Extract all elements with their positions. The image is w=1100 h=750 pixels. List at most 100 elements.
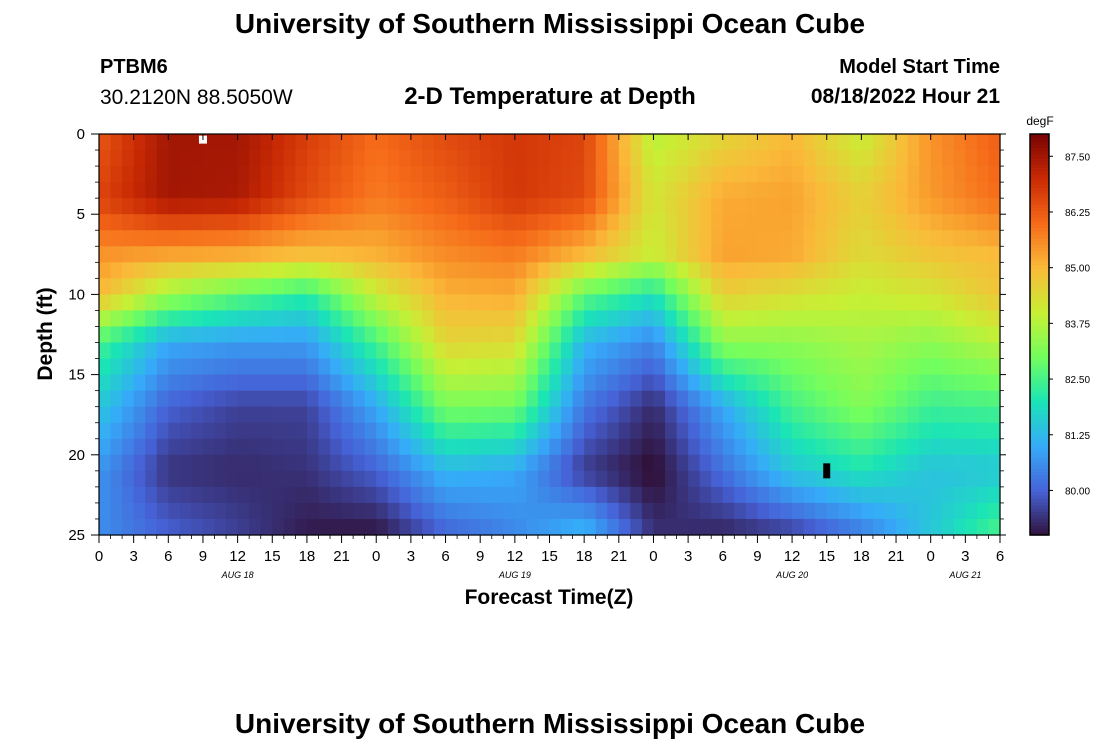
heatmap-cell (838, 358, 851, 376)
heatmap-cell (942, 358, 955, 376)
heatmap-cell (803, 422, 816, 440)
heatmap-cell (433, 374, 447, 392)
heatmap-cell (168, 166, 181, 183)
heatmap-cell (376, 150, 389, 167)
colorbar-tick-label: 81.25 (1065, 431, 1090, 442)
colorbar-segment (1030, 521, 1049, 526)
heatmap-cell (387, 470, 400, 488)
heatmap-cell (976, 342, 990, 360)
heatmap-cell (641, 326, 655, 344)
heatmap-cell (376, 406, 389, 424)
heatmap-cell (930, 438, 943, 456)
heatmap-cell (145, 486, 158, 504)
heatmap-cell (422, 470, 435, 488)
heatmap-cell (792, 470, 805, 488)
heatmap-cell (226, 166, 239, 183)
heatmap-cell (537, 502, 551, 520)
heatmap-cell (815, 358, 828, 376)
heatmap-cell (226, 246, 239, 263)
heatmap-cell (318, 262, 331, 279)
heatmap-cell (722, 438, 735, 456)
heatmap-cell (399, 198, 412, 215)
heatmap-cell (433, 358, 447, 376)
black-marker (823, 463, 831, 479)
heatmap-cell (688, 406, 701, 424)
heatmap-cell (191, 262, 204, 279)
heatmap-cell (711, 342, 724, 360)
heatmap-cell (838, 230, 851, 247)
heatmap-cell (283, 518, 296, 536)
heatmap-cell (745, 406, 759, 424)
heatmap-cell (711, 230, 724, 247)
heatmap-cell (711, 182, 724, 199)
colorbar-segment (1030, 374, 1049, 379)
heatmap-cell (491, 262, 504, 279)
heatmap-cell (122, 438, 135, 456)
heatmap-cell (237, 518, 250, 536)
heatmap-cell (930, 246, 943, 263)
heatmap-cell (872, 310, 886, 328)
heatmap-cell (295, 342, 308, 360)
heatmap-cell (734, 262, 747, 279)
heatmap-cell (249, 406, 262, 424)
heatmap-cell (237, 454, 250, 472)
heatmap-cell (237, 310, 250, 328)
heatmap-cell (468, 438, 481, 456)
heatmap-cell (341, 150, 354, 167)
heatmap-cell (156, 310, 169, 328)
colorbar-segment (1030, 167, 1049, 172)
heatmap-cell (826, 278, 839, 295)
heatmap-cell (711, 326, 724, 344)
heatmap-cell (826, 134, 839, 151)
colorbar-tick-label: 82.50 (1065, 375, 1090, 386)
heatmap-cell (526, 422, 539, 440)
heatmap-cell (561, 246, 574, 263)
heatmap-cell (907, 310, 920, 328)
heatmap-cell (445, 246, 458, 263)
heatmap-cell (537, 198, 551, 215)
heatmap-cell (780, 166, 793, 183)
heatmap-cell (653, 150, 666, 167)
heatmap-cell (572, 182, 585, 199)
heatmap-cell (133, 294, 146, 312)
heatmap-cell (595, 230, 608, 247)
heatmap-cell (156, 262, 169, 279)
heatmap-cell (341, 262, 354, 279)
heatmap-cell (768, 358, 782, 376)
heatmap-cell (803, 390, 816, 408)
heatmap-cell (734, 326, 747, 344)
heatmap-cell (168, 246, 181, 263)
heatmap-cell (399, 406, 412, 424)
heatmap-cell (537, 150, 551, 167)
heatmap-cell (618, 342, 631, 360)
heatmap-cell (930, 182, 943, 199)
heatmap-cell (514, 470, 527, 488)
heatmap-cell (988, 214, 1001, 231)
heatmap-cell (526, 374, 539, 392)
heatmap-cell (272, 294, 285, 312)
heatmap-cell (630, 502, 643, 520)
heatmap-cell (861, 518, 874, 536)
colorbar-segment (1030, 484, 1049, 489)
heatmap-cell (965, 342, 978, 360)
heatmap-cell (803, 438, 816, 456)
colorbar-segment (1030, 478, 1049, 483)
colorbar-segment (1030, 184, 1049, 189)
heatmap-cell (919, 134, 932, 151)
heatmap-cell (699, 182, 712, 199)
heatmap-cell (607, 134, 620, 151)
heatmap-cell (815, 486, 828, 504)
heatmap-cell (965, 502, 978, 520)
heatmap-cell (641, 198, 655, 215)
heatmap-cell (399, 390, 412, 408)
heatmap-cell (156, 422, 169, 440)
heatmap-cell (803, 502, 816, 520)
heatmap-cell (965, 214, 978, 231)
heatmap-cell (630, 134, 643, 151)
heatmap-cell (630, 518, 643, 536)
heatmap-cell (168, 310, 181, 328)
heatmap-cell (688, 326, 701, 344)
heatmap-cell (942, 454, 955, 472)
heatmap-cell (133, 198, 146, 215)
colorbar-segment (1030, 274, 1049, 279)
